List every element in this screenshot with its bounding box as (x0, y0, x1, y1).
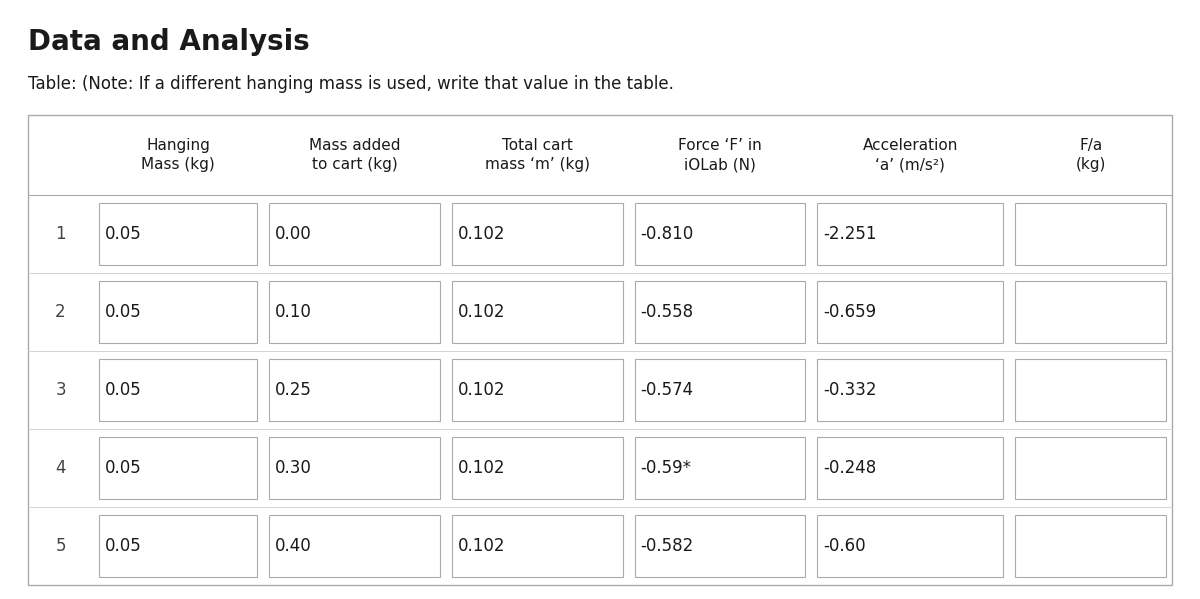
Text: -0.60: -0.60 (823, 537, 866, 555)
Text: Table: (Note: If a different hanging mass is used, write that value in the table: Table: (Note: If a different hanging mas… (28, 75, 674, 93)
Text: 0.05: 0.05 (106, 381, 142, 399)
Text: -0.558: -0.558 (641, 303, 694, 321)
Text: 3: 3 (55, 381, 66, 399)
Text: 0.30: 0.30 (275, 459, 312, 477)
Text: -0.332: -0.332 (823, 381, 877, 399)
Text: Data and Analysis: Data and Analysis (28, 28, 310, 56)
Text: 0.05: 0.05 (106, 225, 142, 243)
Text: 0.00: 0.00 (275, 225, 312, 243)
Text: 0.10: 0.10 (275, 303, 312, 321)
Text: 0.102: 0.102 (458, 459, 505, 477)
Text: 1: 1 (55, 225, 66, 243)
Text: Acceleration
‘a’ (m/s²): Acceleration ‘a’ (m/s²) (863, 138, 958, 173)
Text: -0.810: -0.810 (641, 225, 694, 243)
Text: Force ‘F’ in
iOLab (N): Force ‘F’ in iOLab (N) (678, 138, 762, 173)
Text: F/a
(kg): F/a (kg) (1075, 138, 1106, 173)
Text: 0.05: 0.05 (106, 537, 142, 555)
Text: 0.05: 0.05 (106, 303, 142, 321)
Text: Total cart
mass ‘m’ (kg): Total cart mass ‘m’ (kg) (485, 138, 590, 173)
Text: Hanging
Mass (kg): Hanging Mass (kg) (142, 138, 215, 173)
Text: Mass added
to cart (kg): Mass added to cart (kg) (308, 138, 401, 173)
Text: -0.582: -0.582 (641, 537, 694, 555)
Text: 0.102: 0.102 (458, 381, 505, 399)
Text: 4: 4 (55, 459, 66, 477)
Text: -0.59*: -0.59* (641, 459, 691, 477)
Text: 0.102: 0.102 (458, 225, 505, 243)
Text: -0.574: -0.574 (641, 381, 694, 399)
Text: 0.102: 0.102 (458, 537, 505, 555)
Text: 0.102: 0.102 (458, 303, 505, 321)
Text: -0.659: -0.659 (823, 303, 876, 321)
Text: 0.05: 0.05 (106, 459, 142, 477)
Text: -2.251: -2.251 (823, 225, 877, 243)
Text: 5: 5 (55, 537, 66, 555)
Text: 0.40: 0.40 (275, 537, 312, 555)
Text: 0.25: 0.25 (275, 381, 312, 399)
Text: -0.248: -0.248 (823, 459, 876, 477)
Text: 2: 2 (55, 303, 66, 321)
